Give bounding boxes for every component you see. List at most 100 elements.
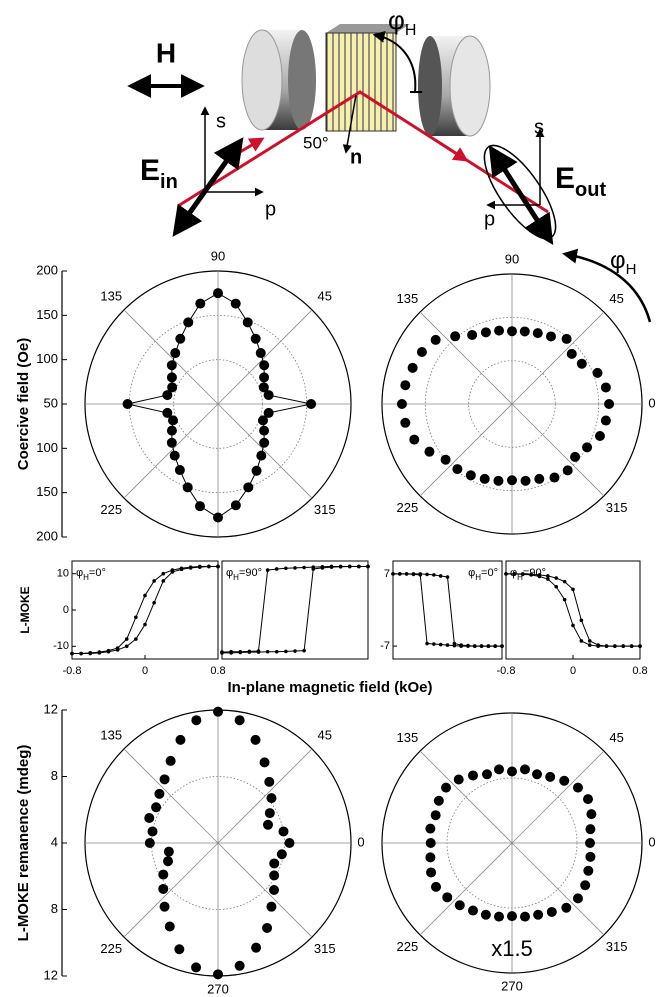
- loop-point: [265, 649, 270, 654]
- data-point: [561, 333, 572, 344]
- p-label: p: [265, 198, 276, 220]
- symbol: φ: [76, 567, 83, 579]
- data-point: [257, 415, 268, 426]
- data-point: [259, 360, 270, 371]
- loop-point: [425, 641, 429, 646]
- angle-label: 315: [606, 939, 628, 954]
- loop-point: [311, 567, 316, 571]
- angle-label: 135: [396, 291, 418, 306]
- data-point: [431, 881, 442, 892]
- loop-point: [445, 575, 450, 579]
- data-point: [250, 333, 261, 344]
- data-point: [576, 358, 587, 369]
- loop-point: [143, 622, 147, 627]
- loop-point: [124, 637, 129, 641]
- symbol: φ: [510, 567, 517, 579]
- data-point: [234, 960, 245, 971]
- angle-label: 45: [609, 730, 623, 745]
- loop-point: [302, 648, 306, 653]
- loop-point: [320, 566, 325, 570]
- x-tick-label: -0.8: [497, 665, 516, 677]
- data-point: [166, 360, 177, 371]
- symbol: E: [555, 162, 575, 195]
- loop-point: [256, 650, 261, 654]
- data-point: [163, 846, 174, 857]
- radial-tick-label: 150: [36, 484, 58, 499]
- y-tick-label: 0: [63, 604, 69, 616]
- loop-point: [579, 618, 584, 623]
- grid-spoke: [217, 403, 313, 499]
- data-point: [441, 782, 452, 793]
- data-point: [195, 298, 206, 309]
- loop-point: [520, 572, 525, 576]
- loop-point: [432, 573, 436, 577]
- angle-label: 225: [100, 941, 122, 956]
- loop-point: [134, 637, 138, 641]
- data-point: [400, 417, 411, 428]
- angle-label: 0: [648, 834, 655, 849]
- y-axis-label: L-MOKE remanence (mdeg): [15, 745, 32, 942]
- angle-label: 135: [100, 728, 122, 743]
- grid-spoke: [419, 311, 513, 405]
- grid-spoke: [511, 750, 605, 844]
- data-point: [158, 869, 169, 880]
- data-point: [213, 706, 223, 717]
- data-point: [264, 808, 275, 819]
- grid-spoke: [511, 403, 605, 497]
- loop-branch: [72, 565, 218, 655]
- data-point: [213, 512, 223, 523]
- data-point: [230, 500, 241, 511]
- loop-point: [284, 566, 288, 571]
- data-point: [585, 824, 596, 835]
- data-point: [258, 382, 269, 393]
- loop-point: [106, 649, 111, 654]
- angle-label: 135: [100, 289, 122, 304]
- loop-point: [604, 644, 609, 648]
- loop-point: [596, 643, 600, 647]
- loop-point: [466, 643, 470, 648]
- data-point: [164, 921, 175, 932]
- data-point: [234, 715, 245, 726]
- loop-point: [134, 615, 138, 620]
- panel-label: φH=90°: [510, 567, 546, 582]
- data-point: [276, 849, 287, 860]
- data-point: [433, 795, 444, 806]
- angle-label: 0: [357, 834, 364, 849]
- loop-point: [432, 642, 436, 646]
- data-point: [425, 838, 436, 848]
- data-point: [191, 715, 202, 726]
- setup-diagram: H φH 50° n s p Ein s p Eout φH: [127, 5, 652, 323]
- radial-tick-label: 200: [36, 528, 58, 543]
- loop-point: [500, 644, 504, 648]
- radial-tick-label: 100: [36, 440, 58, 455]
- data-point: [585, 838, 595, 848]
- loop-point: [398, 572, 402, 576]
- data-point: [169, 450, 180, 461]
- angle-label: 225: [100, 502, 122, 517]
- e-in-label: Ein: [140, 154, 178, 193]
- sample-top: [326, 24, 410, 33]
- data-point: [159, 901, 170, 912]
- loop-point: [529, 572, 533, 577]
- angle-label: 90: [211, 248, 225, 263]
- symbol: E: [140, 154, 160, 187]
- data-point: [166, 372, 177, 383]
- angle-label: 315: [314, 941, 336, 956]
- subscript: H: [233, 573, 239, 582]
- data-point: [534, 473, 545, 484]
- field-label: H: [156, 37, 176, 68]
- data-point: [493, 475, 504, 486]
- grid-spoke: [123, 842, 219, 938]
- data-point: [585, 851, 596, 862]
- plot-frame: [221, 560, 369, 660]
- data-point: [519, 326, 530, 337]
- data-point: [546, 906, 557, 917]
- loop-point: [284, 649, 288, 654]
- loop-point: [238, 650, 243, 655]
- loop-point: [293, 566, 297, 570]
- data-point: [251, 942, 262, 953]
- data-point: [262, 819, 273, 830]
- normal-arrow: [342, 94, 357, 154]
- data-point: [166, 437, 177, 448]
